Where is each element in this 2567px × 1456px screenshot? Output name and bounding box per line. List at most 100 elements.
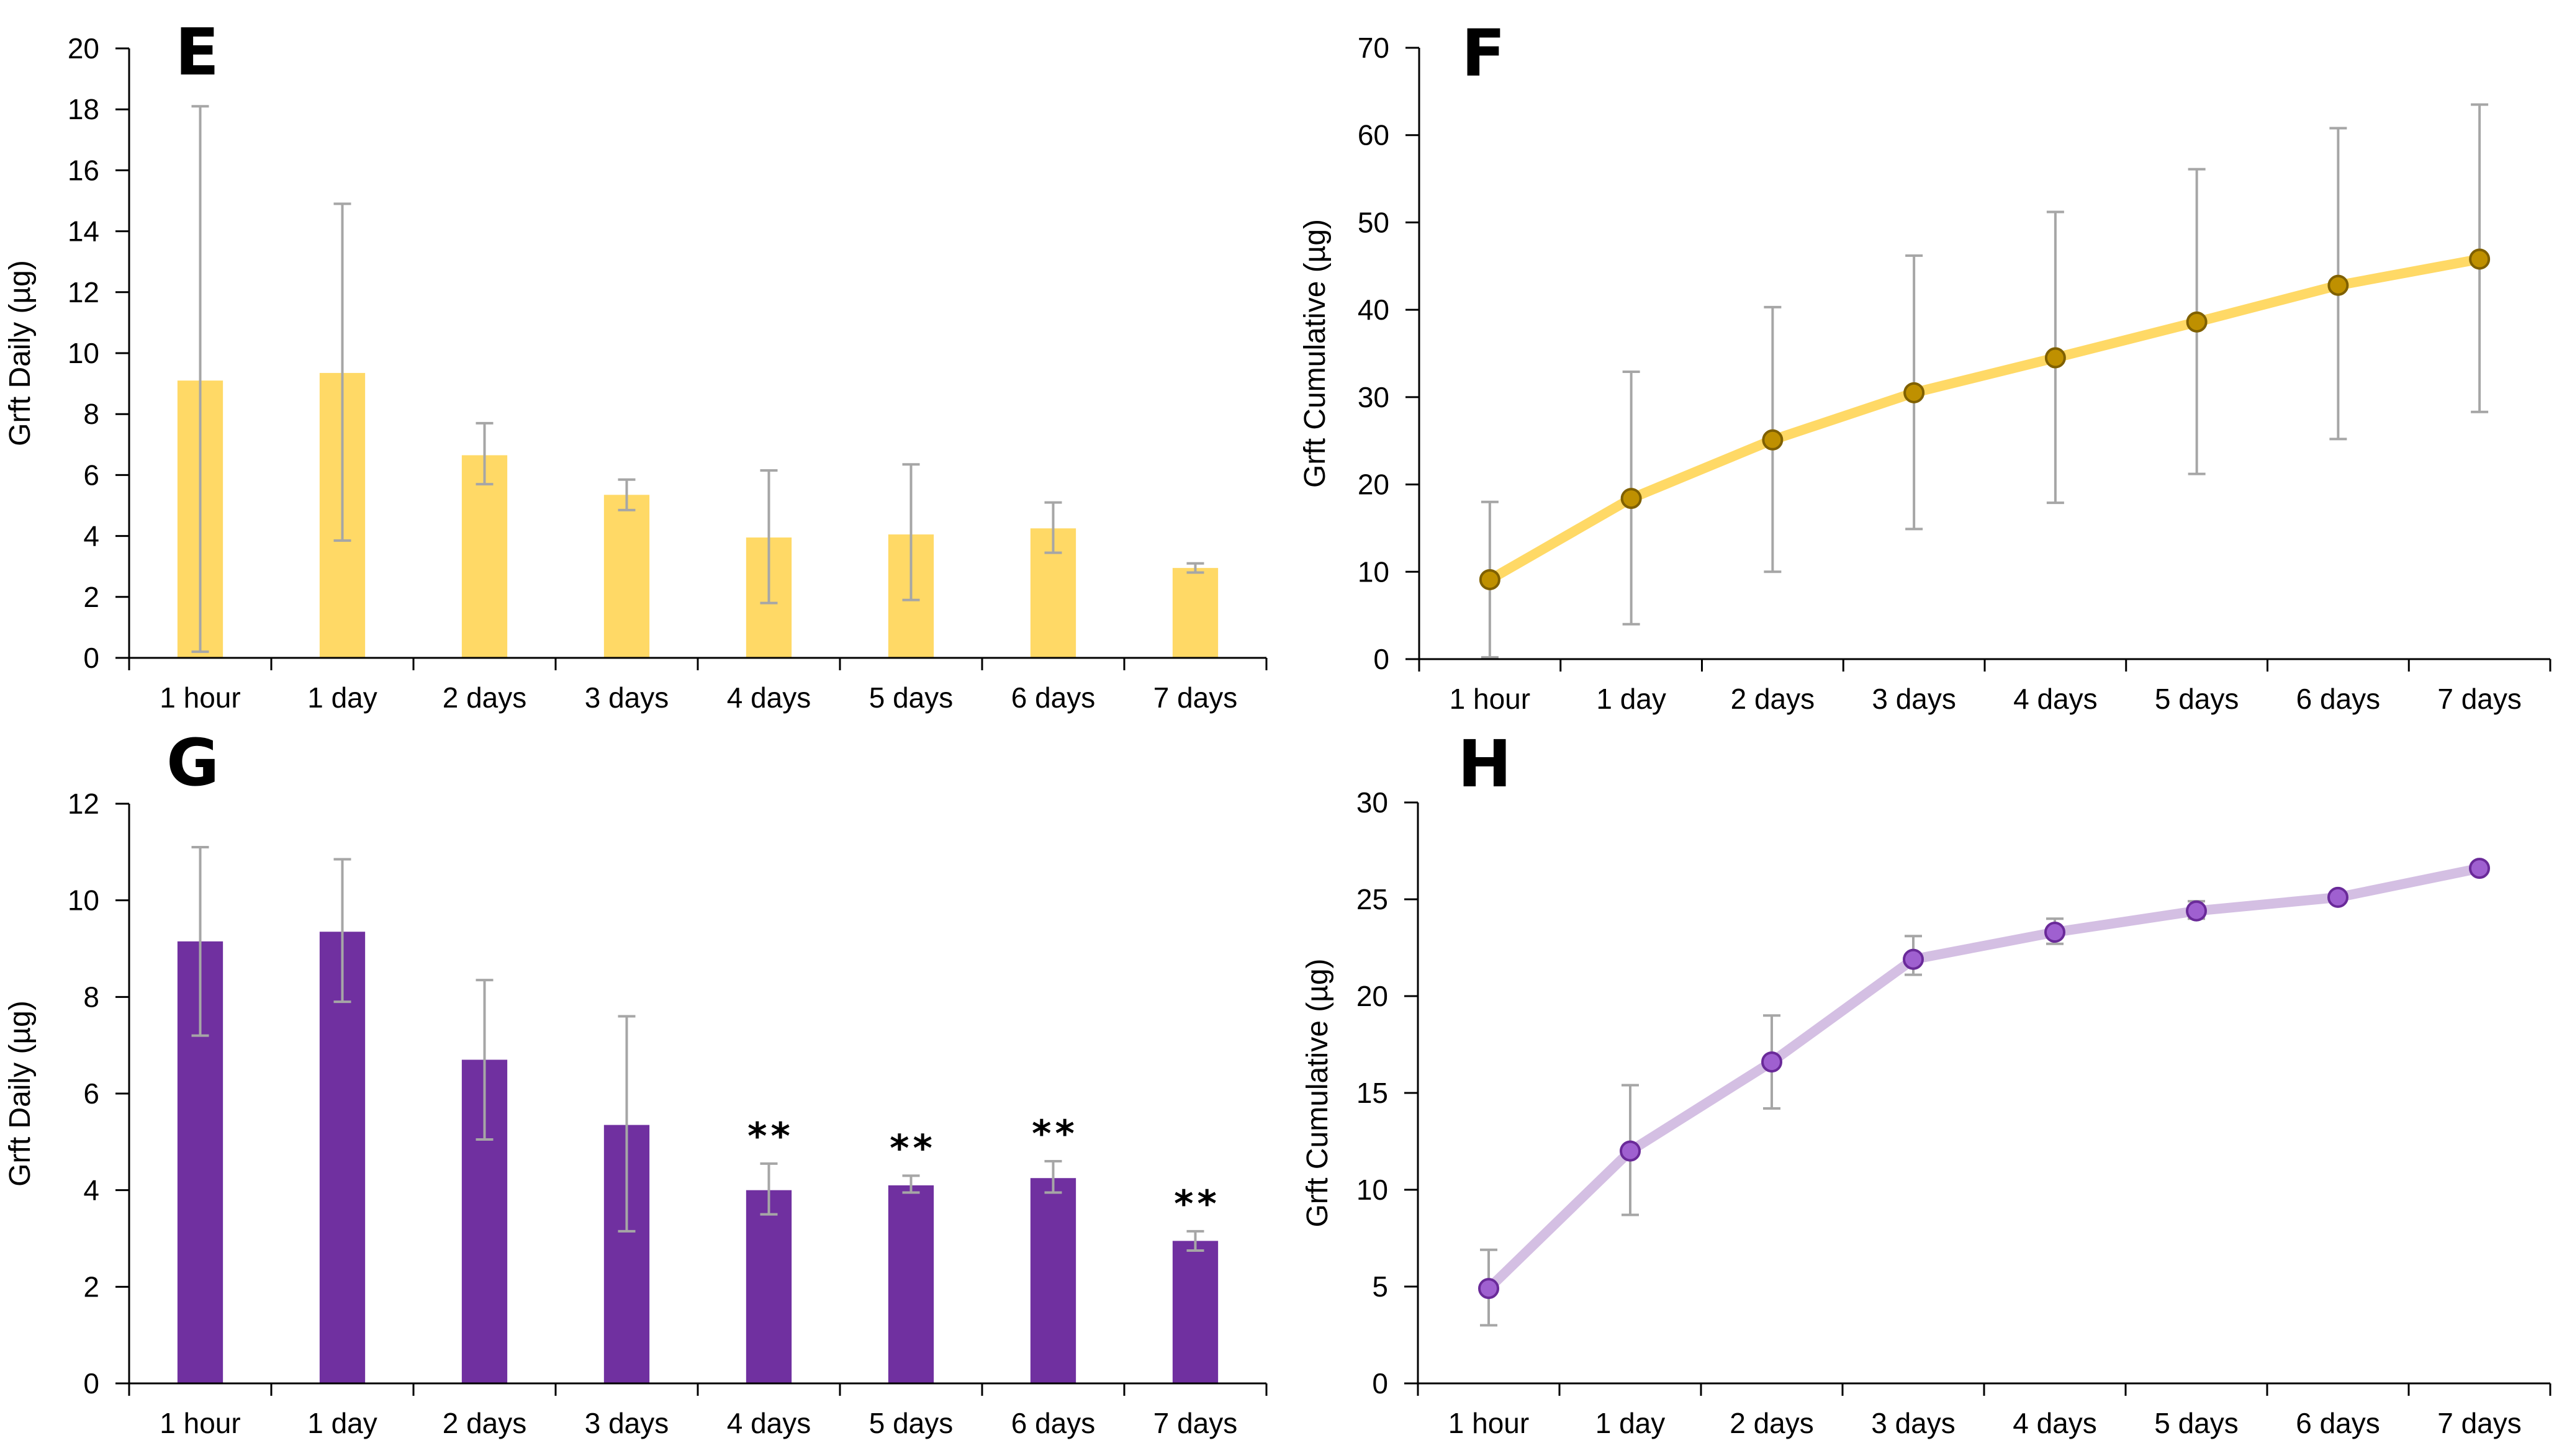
- x-tick-label: 2 days: [1730, 1407, 1814, 1439]
- x-tick-label: 2 days: [443, 1407, 527, 1439]
- x-tick-label: 3 days: [1871, 1407, 1956, 1439]
- x-tick-label: 2 days: [1731, 683, 1815, 715]
- panel-e-daily-bar-chart: 0 2 4 6 8 10 12 14 16 18 20 1 hour 1 day 2 days 3 days…: [0, 0, 1284, 728]
- y-axis-title: Grft Cumulative (µg): [1301, 958, 1334, 1227]
- bar-4-days: [746, 1190, 792, 1383]
- y-tick-label: 12: [68, 276, 99, 308]
- significance-marker: **: [1174, 1182, 1220, 1226]
- series-line: [1484, 254, 2485, 585]
- data-point: [1903, 382, 1925, 403]
- y-tick-label: 10: [68, 337, 99, 369]
- bar-7-days: [1172, 568, 1219, 658]
- bar-7-days: [1172, 1241, 1219, 1383]
- y-tick-label: 10: [1358, 555, 1389, 588]
- x-tick-label: 6 days: [2296, 1407, 2380, 1439]
- y-tick-label: 0: [83, 1367, 99, 1400]
- bar-1-day: [319, 932, 366, 1383]
- x-tick-label: 4 days: [2013, 1407, 2097, 1439]
- significance-marker: **: [1032, 1112, 1078, 1156]
- y-tick-label: 0: [1373, 643, 1389, 675]
- data-point: [1620, 488, 1642, 510]
- data-point: [2044, 922, 2065, 943]
- x-tick-label: 1 day: [1596, 683, 1666, 715]
- data-point: [1478, 1278, 1499, 1300]
- y-tick-label: 70: [1358, 32, 1389, 64]
- y-tick-label: 18: [68, 93, 99, 125]
- x-tick-label: 6 days: [2296, 683, 2381, 715]
- x-tick-label: 7 days: [2437, 683, 2522, 715]
- bar-6-days: [1030, 1178, 1076, 1383]
- y-tick-label: 40: [1358, 294, 1389, 326]
- panel-letter: H: [1458, 728, 1512, 802]
- data-point: [1903, 948, 1924, 970]
- data-point: [2186, 900, 2207, 922]
- x-tick-label: 7 days: [1153, 1407, 1238, 1439]
- x-tick-label: 1 day: [307, 681, 377, 714]
- bar-5-days: [888, 1185, 934, 1383]
- x-tick-label: 4 days: [727, 681, 811, 714]
- x-tick-label: 1 hour: [1448, 1407, 1529, 1439]
- panel-letter: G: [166, 728, 219, 801]
- x-tick-label: 5 days: [2155, 683, 2239, 715]
- y-tick-label: 20: [1358, 469, 1389, 501]
- y-tick-label: 2: [83, 1270, 99, 1303]
- panel-g-daily-bar-chart: 0 2 4 6 8 10 12 ** ** ** ** 1 hour 1 day 2 days 3 days…: [0, 728, 1284, 1456]
- y-axis-title: Grft Daily (µg): [4, 260, 37, 446]
- y-tick-label: 8: [83, 398, 99, 430]
- y-tick-label: 25: [1356, 883, 1388, 915]
- panel-letter: F: [1461, 16, 1505, 91]
- y-tick-label: 30: [1358, 381, 1389, 413]
- y-tick-label: 5: [1372, 1270, 1388, 1303]
- data-point: [1762, 429, 1784, 451]
- y-tick-label: 4: [83, 1174, 99, 1207]
- series-line: [1484, 863, 2484, 1294]
- x-tick-label: 1 day: [1595, 1407, 1666, 1439]
- data-point: [2327, 274, 2349, 296]
- x-tick-label: 5 days: [2154, 1407, 2239, 1439]
- panel-h-cumulative-line-chart: 0 5 10 15 20 25 30 1 hour 1 day 2 days 3 days 4 day…: [1284, 728, 2567, 1456]
- chart-g: 0 2 4 6 8 10 12 ** ** ** ** 1 hour 1 day 2 days 3 days…: [4, 728, 1268, 1439]
- x-tick-label: 3 days: [585, 681, 669, 714]
- y-axis-title: Grft Daily (µg): [4, 1000, 37, 1187]
- x-tick-label: 2 days: [443, 681, 527, 714]
- y-tick-label: 60: [1358, 119, 1389, 151]
- y-axis-title: Grft Cumulative (µg): [1299, 219, 1332, 488]
- y-tick-label: 2: [83, 581, 99, 613]
- y-tick-label: 20: [68, 32, 99, 65]
- x-tick-label: 1 hour: [1450, 683, 1530, 715]
- y-tick-label: 4: [83, 520, 99, 552]
- x-tick-label: 5 days: [869, 681, 954, 714]
- bar-3-days: [603, 495, 650, 658]
- bar-2-days: [461, 455, 508, 658]
- data-point: [2469, 858, 2490, 879]
- x-tick-label: 7 days: [2437, 1407, 2522, 1439]
- data-point: [2327, 886, 2348, 908]
- y-tick-label: 8: [83, 981, 99, 1013]
- y-tick-label: 15: [1356, 1077, 1388, 1109]
- y-tick-label: 6: [83, 459, 99, 491]
- y-tick-label: 12: [68, 788, 99, 820]
- panel-f-cumulative-line-chart: 0 10 20 30 40 50 60 70 1 hour 1 day 2 days 3 days 4 …: [1284, 0, 2567, 728]
- x-tick-label: 7 days: [1153, 681, 1238, 714]
- significance-marker: **: [890, 1126, 936, 1170]
- y-tick-label: 0: [1372, 1367, 1388, 1400]
- x-tick-label: 3 days: [585, 1407, 669, 1439]
- chart-h: 0 5 10 15 20 25 30 1 hour 1 day 2 days 3 days 4 day…: [1301, 728, 2551, 1439]
- x-tick-label: 3 days: [1872, 683, 1956, 715]
- data-point: [2469, 248, 2491, 270]
- x-tick-label: 1 hour: [160, 1407, 240, 1439]
- y-tick-label: 10: [1356, 1174, 1388, 1206]
- y-tick-label: 30: [1356, 786, 1388, 819]
- y-tick-label: 0: [83, 642, 99, 674]
- data-point: [1620, 1140, 1641, 1162]
- chart-e: 0 2 4 6 8 10 12 14 16 18 20 1 hour 1 day 2 days 3 days…: [4, 14, 1268, 714]
- significance-marker: **: [747, 1115, 794, 1158]
- y-tick-label: 50: [1358, 206, 1389, 238]
- x-tick-label: 6 days: [1011, 1407, 1096, 1439]
- data-point: [1761, 1051, 1782, 1073]
- data-point: [2186, 311, 2208, 333]
- x-tick-label: 6 days: [1011, 681, 1096, 714]
- data-point: [1479, 568, 1500, 590]
- x-tick-label: 4 days: [727, 1407, 811, 1439]
- panel-letter: E: [175, 14, 219, 90]
